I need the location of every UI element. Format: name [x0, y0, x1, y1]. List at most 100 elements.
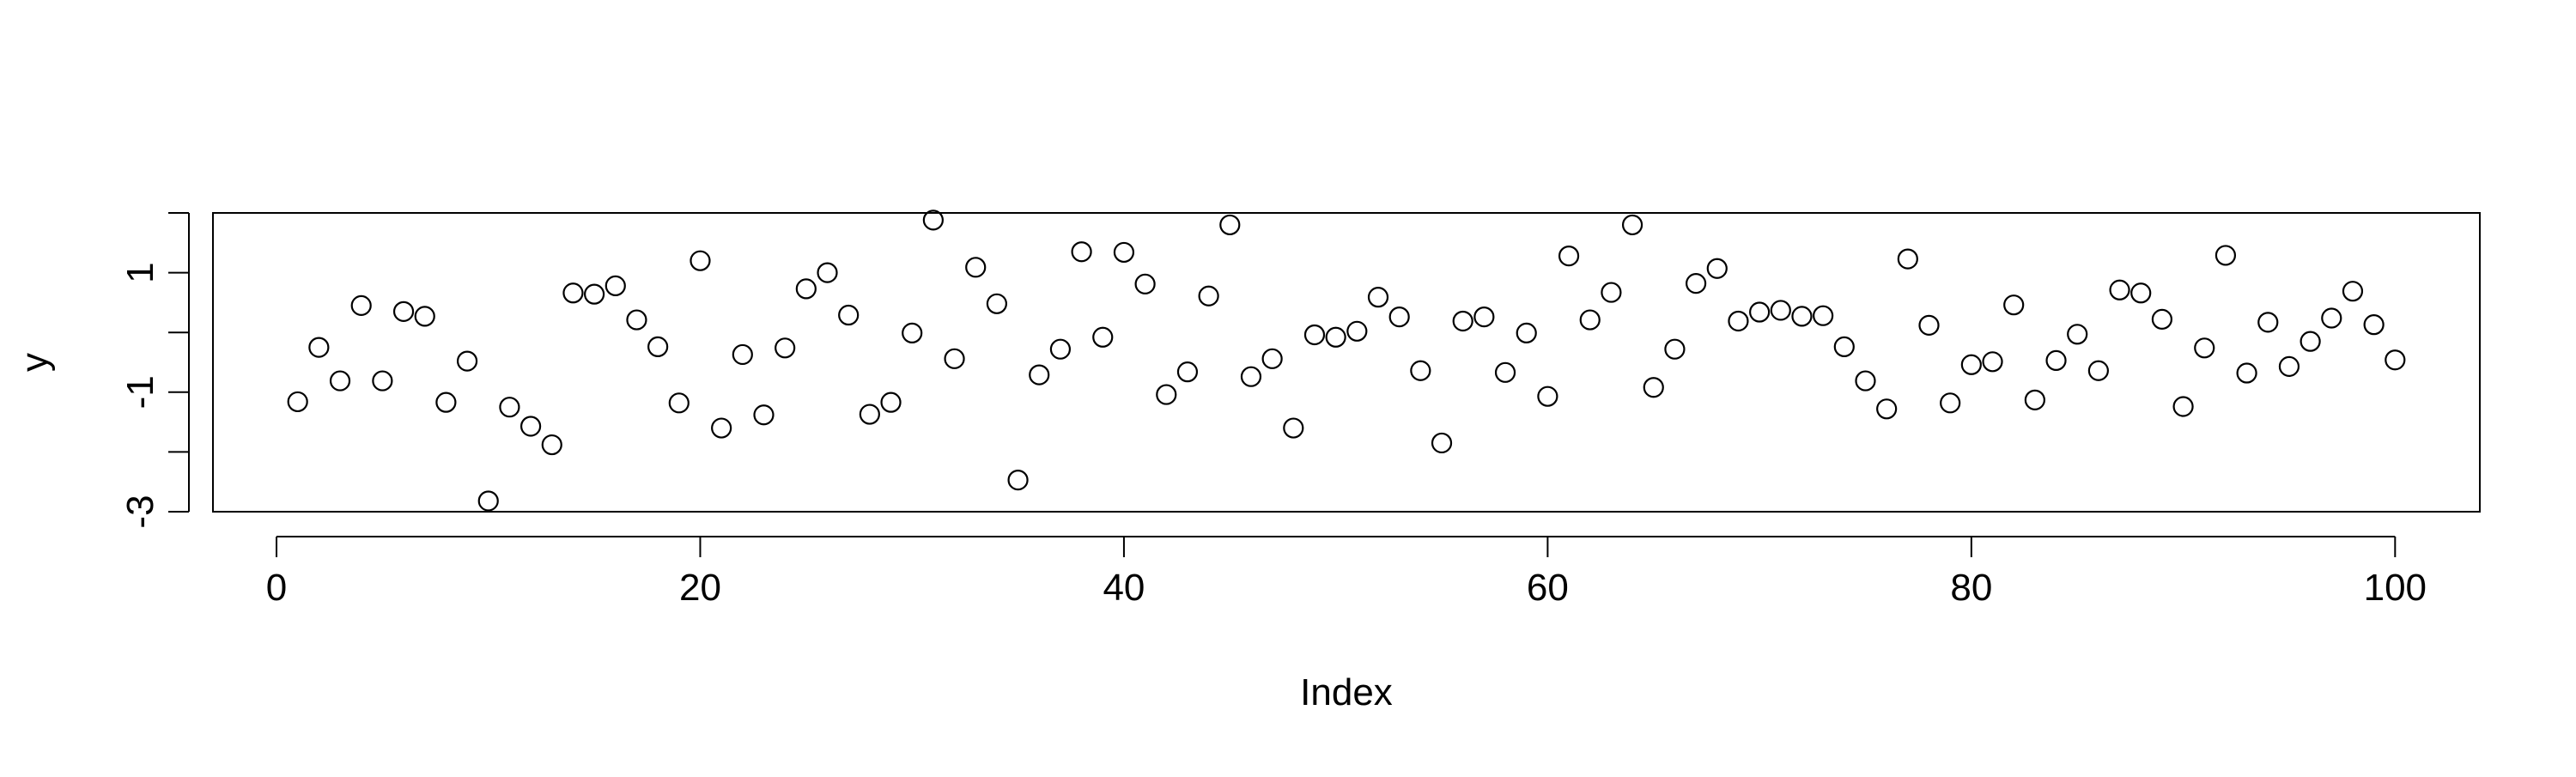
data-point	[1876, 398, 1898, 420]
data-point	[668, 392, 690, 414]
x-axis-tick-label: 20	[679, 567, 721, 609]
data-point	[2067, 324, 2088, 345]
data-point	[2024, 389, 2045, 410]
data-point	[2172, 396, 2194, 417]
data-point	[1092, 326, 1114, 348]
data-point	[1791, 306, 1813, 327]
data-point	[1049, 338, 1072, 360]
data-point	[2342, 281, 2364, 302]
data-point	[329, 370, 351, 392]
data-point	[350, 294, 372, 316]
data-point	[775, 337, 796, 359]
data-point	[1325, 326, 1346, 348]
data-point	[1686, 273, 1707, 294]
plot-frame	[212, 212, 2481, 513]
data-point	[605, 275, 626, 297]
data-point	[1367, 287, 1389, 308]
data-point	[1410, 360, 1431, 381]
data-point	[1940, 392, 1961, 414]
data-point	[2194, 337, 2215, 359]
data-point	[1516, 322, 1537, 343]
data-point	[1813, 305, 1834, 326]
data-point	[753, 404, 775, 426]
data-point	[308, 337, 330, 358]
data-point	[965, 257, 987, 278]
data-point	[1113, 241, 1135, 264]
points-layer	[287, 209, 2406, 512]
data-point	[817, 262, 838, 283]
data-point	[1579, 309, 1601, 331]
data-point	[711, 417, 732, 439]
data-point	[1007, 470, 1029, 491]
data-point	[1303, 324, 1326, 346]
data-point	[287, 391, 308, 413]
y-axis-tick-label: -1	[119, 375, 161, 409]
x-axis-tick-label: 0	[266, 567, 287, 609]
data-point	[880, 392, 902, 413]
data-point	[1918, 314, 1940, 336]
data-point	[1706, 258, 1728, 279]
data-point	[2278, 355, 2300, 377]
data-point	[690, 250, 711, 271]
data-point	[732, 343, 753, 366]
x-axis-label: Index	[1300, 671, 1393, 713]
data-point	[1749, 301, 1771, 323]
data-point	[1770, 300, 1791, 321]
data-point	[2385, 349, 2406, 371]
data-point	[2003, 294, 2025, 316]
data-point	[392, 300, 415, 322]
data-point	[1176, 361, 1199, 383]
y-axis-tick-label: -3	[119, 495, 161, 528]
data-point	[922, 209, 944, 231]
data-point	[1071, 241, 1092, 263]
data-point	[2109, 279, 2130, 300]
data-point	[1029, 364, 1050, 385]
data-point	[2215, 245, 2237, 266]
data-point	[1558, 246, 1580, 267]
data-point	[1134, 273, 1156, 294]
data-point	[626, 309, 647, 331]
data-point	[1960, 354, 1982, 375]
data-point	[1855, 370, 1876, 392]
data-point	[1198, 285, 1219, 307]
data-point	[1431, 432, 1453, 454]
data-point	[1346, 320, 1368, 342]
data-point	[2151, 308, 2173, 330]
data-point	[499, 397, 520, 418]
data-point	[2045, 349, 2067, 372]
y-axis-label: y	[14, 353, 56, 372]
data-point	[1728, 310, 1749, 332]
x-axis-tick-label: 80	[1950, 567, 1992, 609]
data-point	[519, 416, 542, 437]
data-point	[435, 392, 457, 413]
data-point	[986, 293, 1007, 314]
data-point	[1388, 307, 1410, 328]
x-axis-tick-label: 40	[1103, 567, 1145, 609]
x-axis-tick-label: 60	[1527, 567, 1569, 609]
data-point	[541, 434, 562, 456]
data-point	[2363, 314, 2385, 336]
data-point	[1982, 351, 2003, 373]
data-point	[477, 490, 499, 512]
data-point	[1240, 366, 1262, 387]
data-point	[859, 404, 880, 425]
data-point	[2257, 312, 2279, 333]
data-point	[1473, 307, 1495, 328]
data-point	[1261, 348, 1283, 369]
data-point	[1643, 377, 1664, 398]
x-axis: 0 20 40 60 80 100	[266, 536, 2427, 609]
data-point	[1494, 361, 1516, 383]
data-point	[2300, 331, 2321, 352]
data-point	[1601, 282, 1622, 303]
data-point	[1833, 336, 1855, 358]
data-point	[1452, 310, 1473, 332]
data-point	[647, 336, 669, 358]
data-point	[944, 348, 965, 369]
data-point	[1621, 214, 1643, 236]
data-point	[456, 350, 478, 372]
y-axis: -3 -1 1	[119, 212, 190, 529]
data-point	[372, 370, 393, 392]
x-axis-tick-label: 100	[2364, 567, 2427, 609]
